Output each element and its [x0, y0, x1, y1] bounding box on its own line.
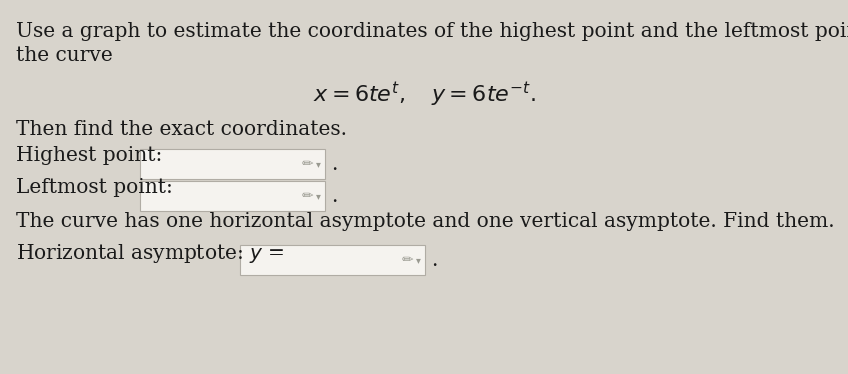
Text: Highest point:: Highest point: — [16, 146, 162, 165]
Text: ▾: ▾ — [315, 191, 321, 201]
Text: Use a graph to estimate the coordinates of the highest point and the leftmost po: Use a graph to estimate the coordinates … — [16, 22, 848, 41]
Text: .: . — [331, 154, 338, 174]
Text: ✏: ✏ — [401, 253, 413, 267]
Text: Leftmost point:: Leftmost point: — [16, 178, 173, 197]
FancyBboxPatch shape — [240, 245, 425, 275]
Text: .: . — [431, 251, 438, 270]
Text: Horizontal asymptote: $y$ =: Horizontal asymptote: $y$ = — [16, 242, 284, 265]
FancyBboxPatch shape — [140, 149, 325, 179]
Text: ▾: ▾ — [416, 255, 421, 265]
Text: ✏: ✏ — [301, 189, 313, 203]
Text: ✏: ✏ — [301, 157, 313, 171]
Text: The curve has one horizontal asymptote and one vertical asymptote. Find them.: The curve has one horizontal asymptote a… — [16, 212, 834, 231]
Text: the curve: the curve — [16, 46, 113, 65]
Text: Then find the exact coordinates.: Then find the exact coordinates. — [16, 120, 347, 139]
Text: ▾: ▾ — [315, 159, 321, 169]
Text: $x = 6te^{t}, \quad y = 6te^{-t}.$: $x = 6te^{t}, \quad y = 6te^{-t}.$ — [313, 80, 535, 109]
FancyBboxPatch shape — [140, 181, 325, 211]
Text: .: . — [331, 187, 338, 205]
